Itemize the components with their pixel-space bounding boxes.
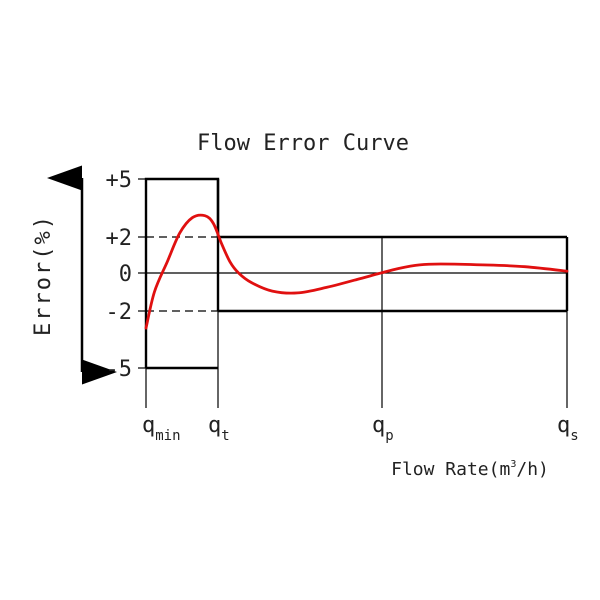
x-tick-labels: qmin qt qp qs [142,413,579,444]
y-tick-label: 0 [119,262,132,287]
y-axis-label: Error(%) [31,214,56,336]
limit-boxes [138,177,569,408]
y-tick-label: +2 [106,226,133,251]
y-tick-label: +5 [106,168,133,193]
error-curve [144,213,569,330]
x-axis-label: Flow Rate(m3/h) [391,459,549,480]
chart-title: Flow Error Curve [197,131,409,156]
y-tick-labels: +5 +2 0 -2 -5 [106,168,133,382]
y-tick-label: -2 [106,300,133,325]
y-tick-label: -5 [106,357,133,382]
x-tick-label: qp [372,413,394,444]
x-tick-label: qs [557,413,579,444]
x-tick-label: qt [208,413,230,444]
x-tick-label: qmin [142,413,181,444]
